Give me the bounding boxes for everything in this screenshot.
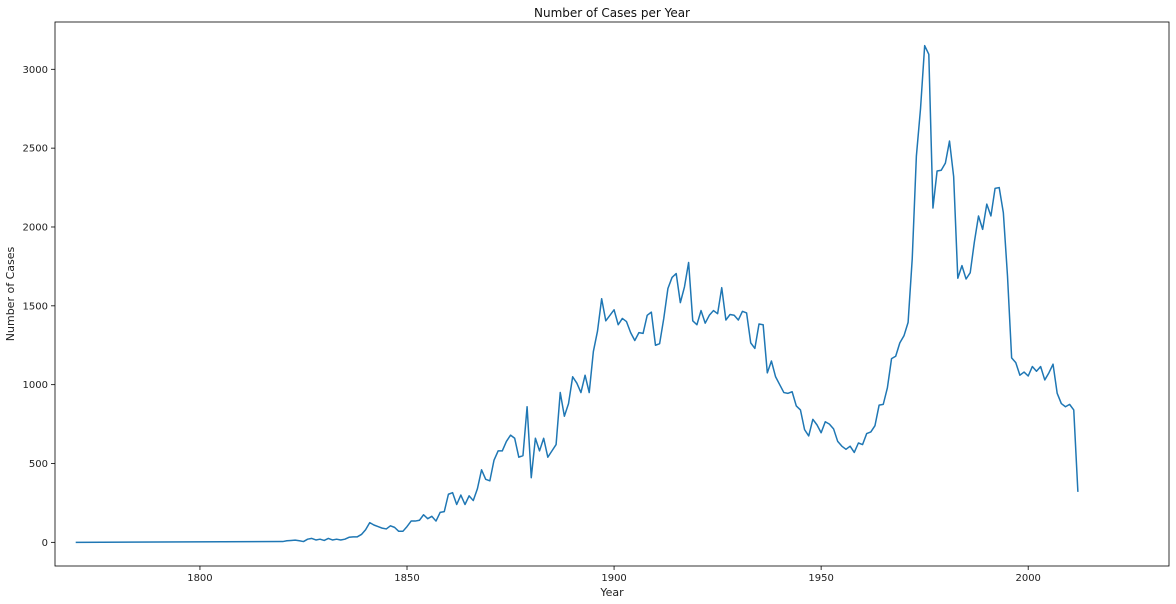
y-tick-label: 1000 xyxy=(23,380,48,391)
x-tick-label: 1800 xyxy=(187,573,212,584)
x-axis-label: Year xyxy=(599,586,624,599)
y-axis-label: Number of Cases xyxy=(4,247,17,342)
y-tick-label: 3000 xyxy=(23,65,48,76)
y-tick-label: 0 xyxy=(42,538,48,549)
series-line-0 xyxy=(75,44,1079,544)
x-tick-label: 1900 xyxy=(601,573,626,584)
y-tick-label: 1500 xyxy=(23,301,48,312)
y-tick-label: 500 xyxy=(29,459,48,470)
y-axis: 0 500 1000 1500 2000 2500 3000 xyxy=(23,65,55,549)
y-tick-label: 2000 xyxy=(23,222,48,233)
chart-title: Number of Cases per Year xyxy=(534,6,690,20)
plot-area xyxy=(54,21,1170,567)
x-tick-label: 1850 xyxy=(394,573,419,584)
plot-frame xyxy=(54,21,1170,567)
x-tick-label: 2000 xyxy=(1015,573,1040,584)
x-tick-label: 1950 xyxy=(808,573,833,584)
x-axis: 1800 1850 1900 1950 2000 xyxy=(187,566,1041,584)
y-tick-label: 2500 xyxy=(23,144,48,155)
